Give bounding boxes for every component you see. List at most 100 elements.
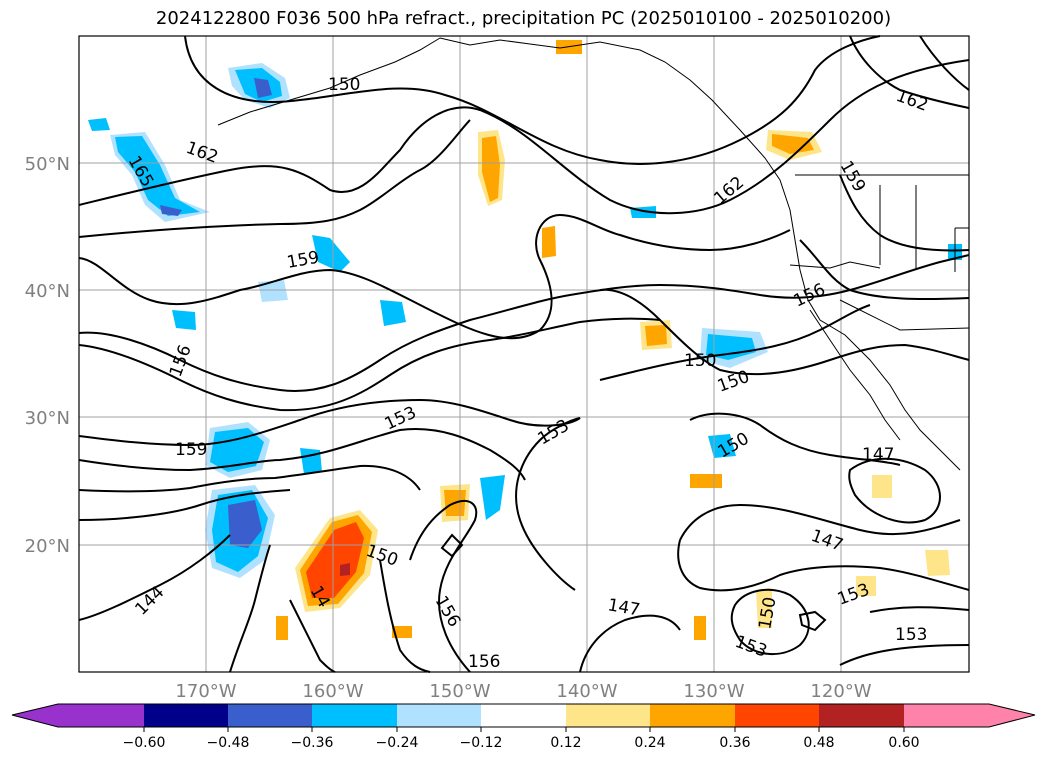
- precip-blob: [340, 563, 350, 576]
- lon-label: 140°W: [556, 681, 617, 702]
- precip-blob: [380, 300, 406, 326]
- colorbar-tick-label: 0.12: [550, 735, 581, 751]
- contour-line: [78, 59, 970, 215]
- contour-line: [799, 239, 970, 301]
- lon-label: 160°W: [302, 681, 363, 702]
- precip-blob: [772, 134, 814, 154]
- precip-blob: [694, 616, 706, 640]
- refractivity-contours: [78, 35, 970, 673]
- colorbar-cells: [58, 704, 989, 727]
- contour-line: [679, 503, 961, 541]
- contour-line: [289, 599, 336, 673]
- precip-blob: [172, 310, 196, 330]
- lon-labels: 170°W 160°W 150°W 140°W 130°W 120°W: [175, 681, 871, 702]
- contour-line: [599, 304, 871, 381]
- contour-line: [839, 174, 970, 252]
- contour-line: [798, 610, 827, 632]
- colorbar-tick-label: −0.24: [376, 735, 419, 751]
- lat-labels: 50°N 40°N 30°N 20°N: [25, 154, 70, 557]
- colorbar-tick-label: −0.48: [207, 735, 250, 751]
- contour-line: [78, 254, 970, 392]
- precip-blob: [645, 325, 667, 346]
- contour-line: [919, 35, 970, 91]
- contour-line: [869, 606, 970, 613]
- contour-line: [440, 533, 464, 558]
- lon-label: 150°W: [429, 681, 490, 702]
- colorbar-cell: [819, 704, 904, 727]
- lon-label: 120°W: [810, 681, 871, 702]
- precip-blob: [210, 428, 264, 472]
- colorbar-cell: [58, 704, 144, 727]
- colorbar-tick-label: 0.24: [634, 735, 665, 751]
- contour-line: [579, 614, 681, 673]
- contour-line: [677, 539, 970, 592]
- contour-line: [78, 464, 421, 493]
- contour-line: [839, 644, 970, 666]
- contour-label: 150: [328, 75, 360, 95]
- colorbar-tick-label: 0.60: [888, 735, 919, 751]
- coastline-alaska-south: [217, 37, 441, 126]
- colorbar-tick-label: −0.36: [291, 735, 334, 751]
- contour-label: 159: [175, 440, 207, 460]
- contour-line: [78, 317, 661, 412]
- contour-label: 156: [468, 652, 500, 672]
- precip-blob: [856, 576, 876, 596]
- precip-blob: [706, 334, 756, 360]
- colorbar-cell: [650, 704, 735, 727]
- contour-line: [379, 559, 431, 673]
- contour-line: [229, 544, 271, 673]
- coastline-baja: [809, 309, 901, 441]
- contour-line: [78, 213, 791, 340]
- precip-blob: [312, 235, 350, 272]
- contour-label: 147: [862, 445, 894, 465]
- precip-blob: [708, 434, 736, 458]
- contour-line: [78, 428, 526, 481]
- precip-blob: [306, 522, 364, 598]
- lat-label: 30°N: [25, 408, 70, 429]
- precip-blob: [690, 474, 722, 488]
- contour-line: [848, 457, 941, 524]
- precip-shading: [88, 40, 962, 640]
- contour-line: [599, 288, 970, 376]
- precip-blob: [872, 475, 892, 498]
- map-frame: [78, 35, 970, 673]
- colorbar-tick-label: −0.60: [123, 735, 166, 751]
- contour-line: [849, 35, 970, 109]
- colorbar-tick-label: 0.48: [803, 735, 834, 751]
- precip-blob: [115, 136, 200, 216]
- precip-blob: [88, 118, 110, 131]
- colorbar-ticks: −0.60 −0.48 −0.36 −0.24 −0.12 0.12 0.24 0.36 0.4…: [123, 727, 920, 751]
- lat-label: 50°N: [25, 154, 70, 175]
- colorbar-tick-label: −0.12: [460, 735, 503, 751]
- precip-blob: [482, 136, 500, 202]
- colorbar-cell: [312, 704, 397, 727]
- precip-blob: [160, 205, 182, 216]
- colorbar-cell: [144, 704, 228, 727]
- lat-label: 40°N: [25, 281, 70, 302]
- colorbar-cell: [904, 704, 989, 727]
- lon-label: 170°W: [175, 681, 236, 702]
- contour-line: [409, 500, 478, 673]
- contour-line: [730, 588, 810, 656]
- precip-blob: [392, 626, 412, 638]
- colorbar-extend-right: [989, 704, 1035, 727]
- colorbar-cell: [566, 704, 650, 727]
- colorbar-cell: [228, 704, 312, 727]
- border-state: [789, 261, 881, 269]
- coastlines: [217, 37, 970, 471]
- precip-blob: [258, 280, 288, 302]
- precip-blob: [276, 616, 288, 640]
- contour-line: [78, 398, 581, 591]
- colorbar-outline: [11, 703, 1036, 728]
- colorbar-cell: [735, 704, 819, 727]
- colorbar: −0.60 −0.48 −0.36 −0.24 −0.12 0.12 0.24 0.36 0.4…: [11, 703, 1036, 751]
- precip-blob: [228, 500, 262, 548]
- precip-blob: [254, 78, 272, 98]
- colorbar-extend-left: [12, 704, 58, 727]
- contour-line: [78, 489, 291, 521]
- precip-blob: [756, 588, 772, 628]
- lon-label: 130°W: [683, 681, 744, 702]
- colorbar-tick-label: 0.36: [719, 735, 750, 751]
- colorbar-cell: [481, 704, 566, 727]
